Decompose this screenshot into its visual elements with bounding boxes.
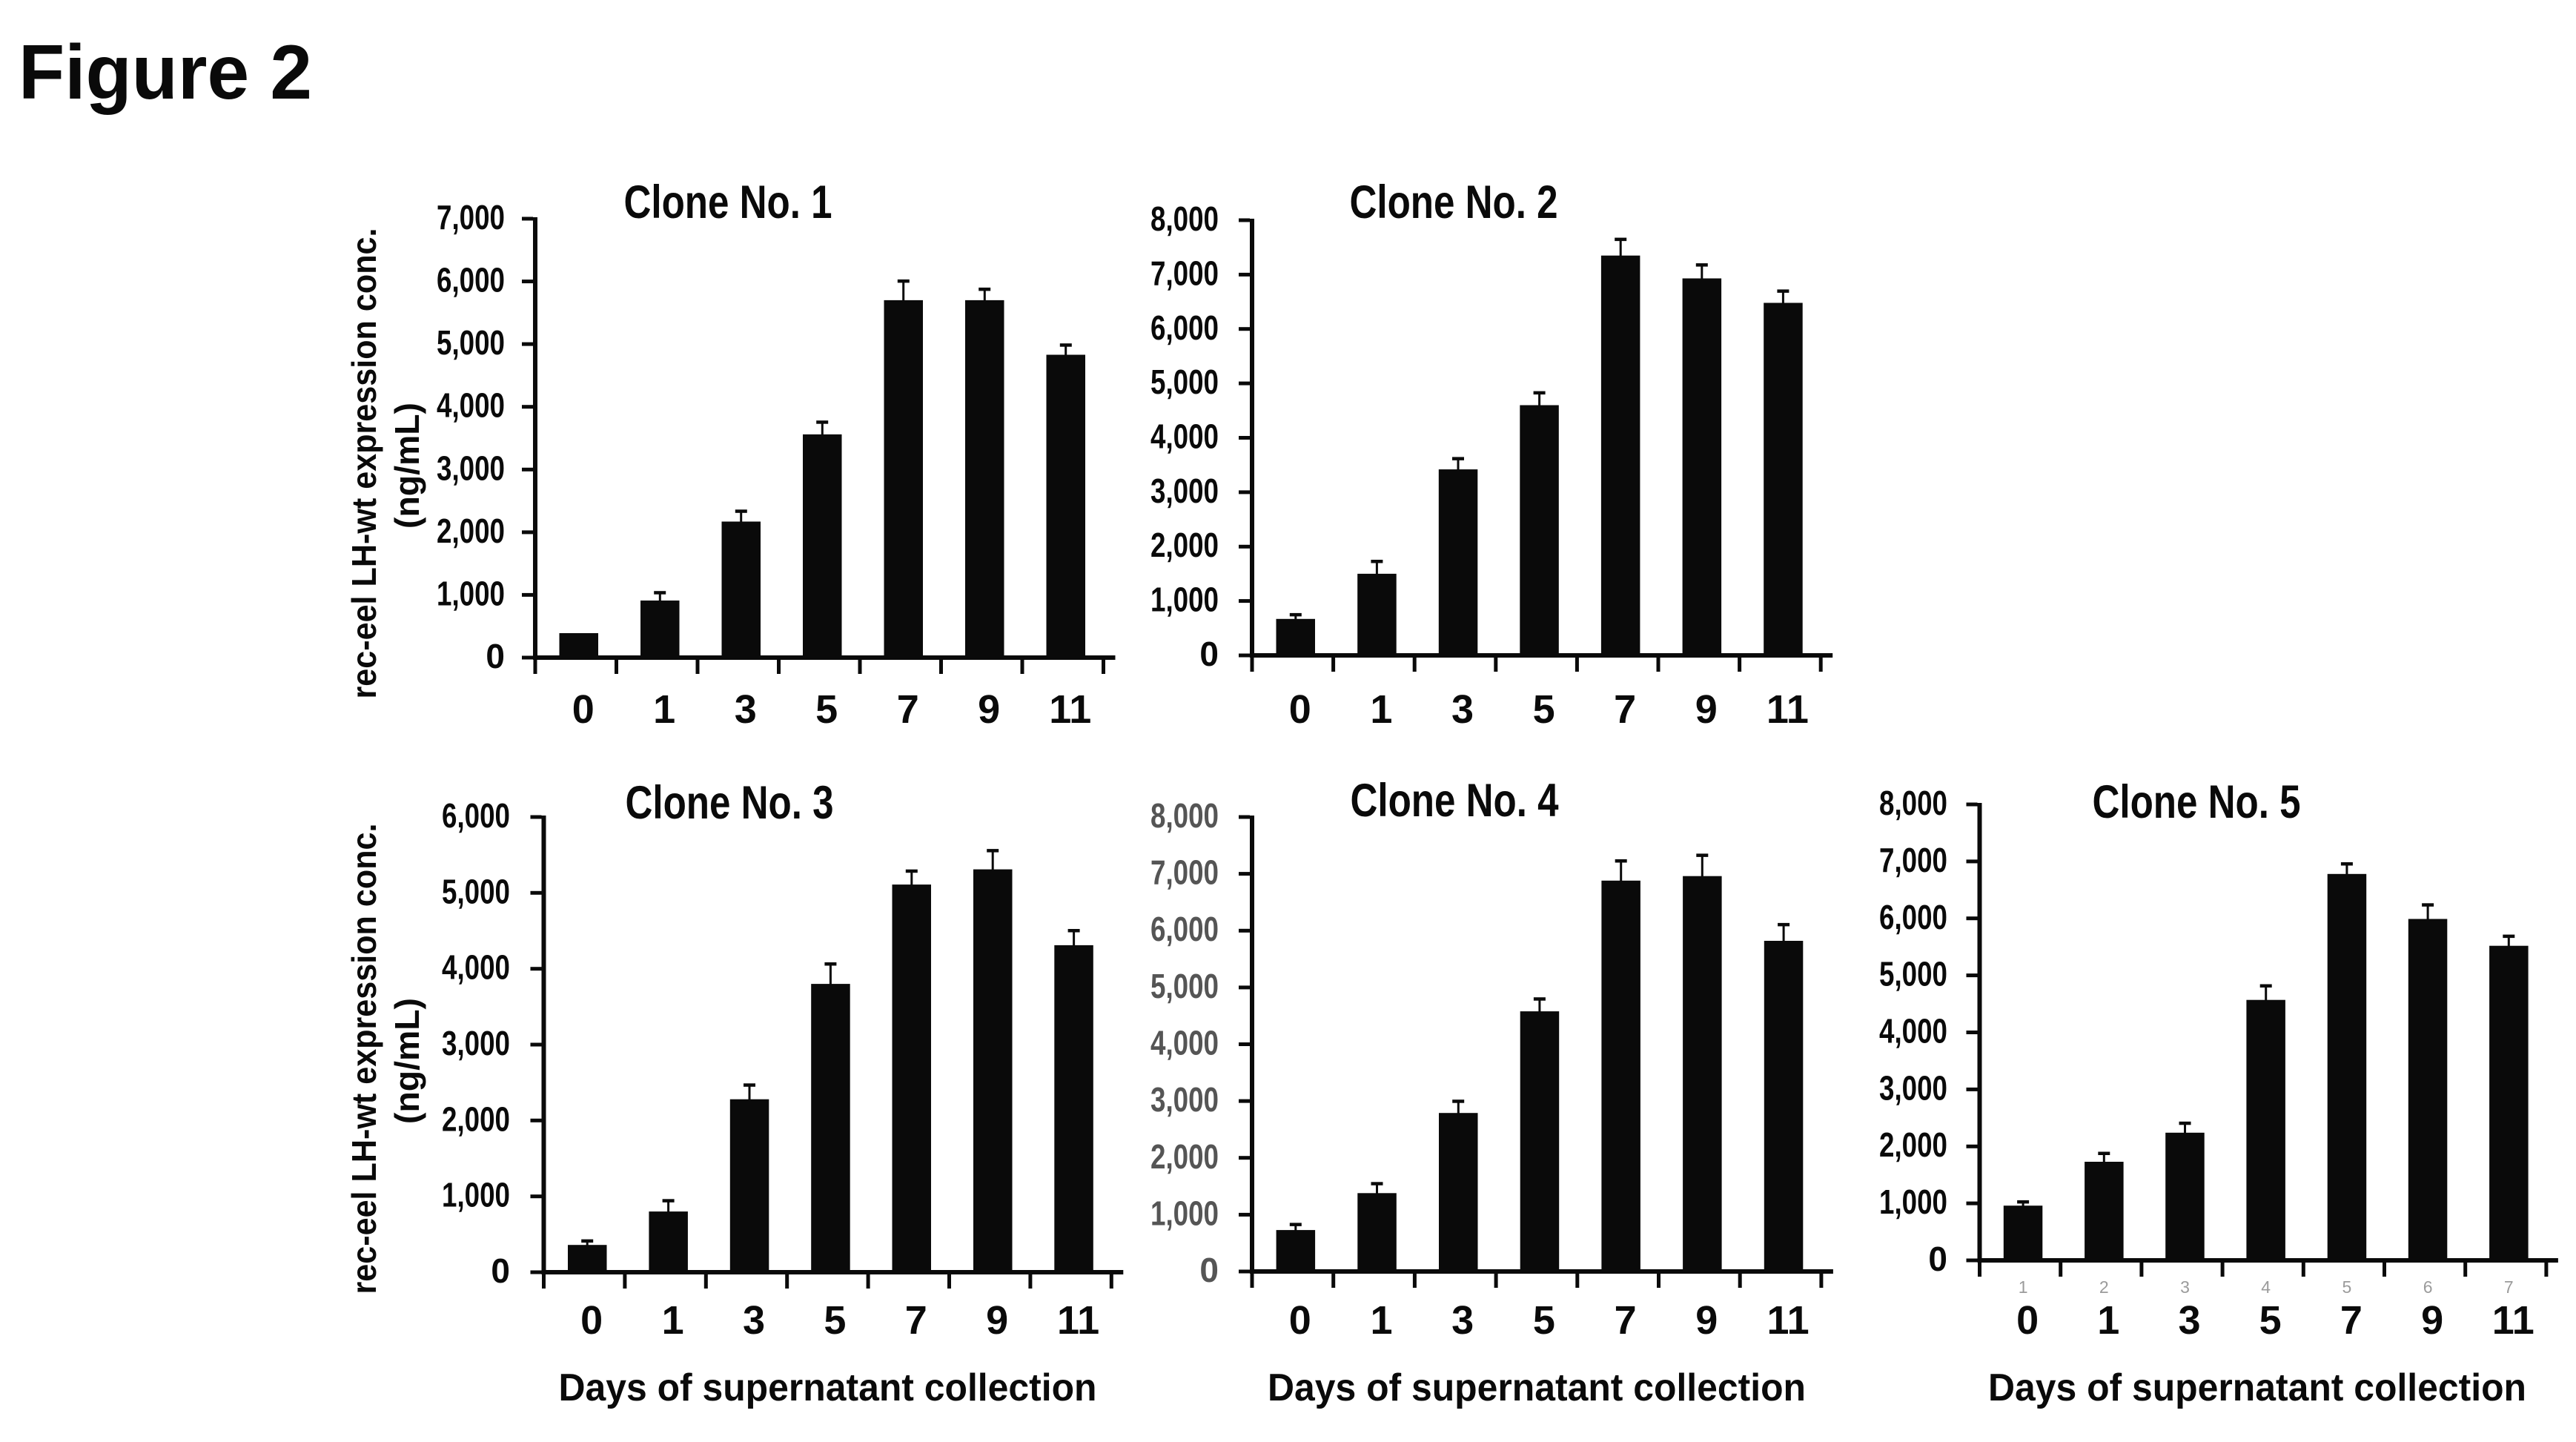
svg-text:0: 0 (1199, 1251, 1219, 1289)
svg-text:7,000: 7,000 (1150, 254, 1219, 292)
svg-text:9: 9 (986, 1298, 1008, 1343)
svg-text:1,000: 1,000 (1150, 581, 1219, 619)
svg-text:Clone No. 3: Clone No. 3 (626, 777, 834, 829)
svg-text:1,000: 1,000 (437, 574, 505, 612)
svg-text:5,000: 5,000 (1150, 363, 1219, 401)
svg-text:3: 3 (1451, 687, 1474, 732)
svg-text:11: 11 (1049, 687, 1091, 732)
svg-text:3: 3 (2180, 1277, 2190, 1297)
svg-text:2,000: 2,000 (1879, 1125, 1947, 1164)
svg-text:6,000: 6,000 (1150, 308, 1219, 347)
svg-text:7,000: 7,000 (1150, 853, 1219, 892)
svg-text:1: 1 (2019, 1277, 2028, 1297)
svg-text:1: 1 (662, 1298, 684, 1343)
svg-text:3: 3 (1451, 1298, 1474, 1343)
svg-text:4,000: 4,000 (1150, 1024, 1219, 1062)
svg-text:3: 3 (2178, 1298, 2200, 1343)
svg-text:1,000: 1,000 (1879, 1183, 1947, 1221)
svg-text:Clone No. 5: Clone No. 5 (2093, 776, 2301, 828)
svg-text:7: 7 (897, 687, 919, 732)
svg-text:5: 5 (815, 687, 838, 732)
svg-text:8,000: 8,000 (1150, 796, 1219, 835)
svg-text:0: 0 (1289, 687, 1311, 732)
svg-text:3,000: 3,000 (437, 449, 505, 487)
svg-text:5,000: 5,000 (437, 323, 505, 362)
svg-text:4,000: 4,000 (442, 948, 510, 987)
svg-text:7: 7 (1614, 687, 1636, 732)
svg-text:5,000: 5,000 (1150, 967, 1219, 1005)
svg-text:2,000: 2,000 (1150, 1137, 1219, 1176)
svg-text:7: 7 (1615, 1298, 1637, 1343)
svg-text:0: 0 (1199, 635, 1219, 673)
svg-text:9: 9 (2421, 1298, 2443, 1343)
svg-text:7: 7 (905, 1298, 927, 1343)
svg-text:3,000: 3,000 (1150, 472, 1219, 510)
svg-text:11: 11 (1057, 1298, 1099, 1343)
svg-text:2,000: 2,000 (442, 1099, 510, 1138)
svg-text:3,000: 3,000 (442, 1024, 510, 1062)
svg-text:4,000: 4,000 (1879, 1012, 1947, 1051)
svg-text:9: 9 (1695, 687, 1718, 732)
svg-text:8,000: 8,000 (1150, 199, 1219, 238)
svg-text:5,000: 5,000 (442, 872, 510, 910)
svg-text:(ng/mL): (ng/mL) (388, 998, 426, 1124)
svg-text:6,000: 6,000 (437, 261, 505, 300)
svg-text:5: 5 (2342, 1277, 2352, 1297)
svg-text:11: 11 (1767, 687, 1809, 732)
svg-text:Clone No. 2: Clone No. 2 (1350, 176, 1558, 228)
svg-text:7: 7 (2340, 1298, 2363, 1343)
svg-text:9: 9 (978, 687, 1000, 732)
svg-text:4,000: 4,000 (437, 386, 505, 425)
svg-text:Clone No. 1: Clone No. 1 (624, 176, 832, 228)
svg-text:3: 3 (743, 1298, 765, 1343)
svg-text:2,000: 2,000 (1150, 526, 1219, 564)
svg-text:9: 9 (1695, 1298, 1718, 1343)
svg-text:0: 0 (1289, 1298, 1311, 1343)
svg-text:0: 0 (580, 1298, 603, 1343)
svg-text:1: 1 (1370, 1298, 1392, 1343)
svg-text:1: 1 (653, 687, 675, 732)
svg-text:Clone No. 4: Clone No. 4 (1351, 775, 1559, 827)
svg-text:rec-eel LH-wt expression conc.: rec-eel LH-wt expression conc. (345, 228, 383, 699)
svg-text:7,000: 7,000 (437, 198, 505, 237)
svg-text:3,000: 3,000 (1879, 1068, 1947, 1107)
svg-text:Days of supernatant collection: Days of supernatant collection (1268, 1366, 1806, 1409)
svg-text:1: 1 (2097, 1298, 2119, 1343)
svg-text:rec-eel LH-wt expression conc.: rec-eel LH-wt expression conc. (345, 824, 383, 1294)
svg-text:0: 0 (2016, 1298, 2039, 1343)
svg-text:5: 5 (2259, 1298, 2282, 1343)
svg-text:Figure 2: Figure 2 (19, 30, 312, 116)
svg-text:8,000: 8,000 (1879, 784, 1947, 822)
svg-text:6: 6 (2423, 1277, 2433, 1297)
svg-text:0: 0 (1928, 1240, 1947, 1278)
svg-text:Days of supernatant collection: Days of supernatant collection (1988, 1366, 2526, 1409)
svg-text:1,000: 1,000 (442, 1176, 510, 1214)
svg-text:6,000: 6,000 (1150, 910, 1219, 948)
svg-text:5: 5 (824, 1298, 846, 1343)
svg-text:3: 3 (735, 687, 757, 732)
svg-text:1: 1 (1370, 687, 1392, 732)
svg-text:4,000: 4,000 (1150, 417, 1219, 456)
svg-text:2,000: 2,000 (437, 512, 505, 550)
svg-text:7: 7 (2504, 1277, 2514, 1297)
svg-text:0: 0 (486, 637, 505, 675)
svg-text:Days of supernatant collection: Days of supernatant collection (559, 1366, 1097, 1409)
svg-text:11: 11 (1767, 1298, 1810, 1343)
svg-text:0: 0 (491, 1251, 510, 1290)
svg-text:(ng/mL): (ng/mL) (388, 403, 426, 529)
svg-text:5: 5 (1533, 1298, 1555, 1343)
svg-text:5,000: 5,000 (1879, 955, 1947, 993)
svg-text:1,000: 1,000 (1150, 1194, 1219, 1232)
svg-text:7,000: 7,000 (1879, 841, 1947, 879)
svg-text:6,000: 6,000 (1879, 898, 1947, 936)
svg-text:6,000: 6,000 (442, 796, 510, 835)
svg-text:11: 11 (2492, 1298, 2534, 1343)
svg-text:0: 0 (572, 687, 595, 732)
svg-text:3,000: 3,000 (1150, 1080, 1219, 1119)
svg-text:4: 4 (2261, 1277, 2271, 1297)
svg-text:2: 2 (2099, 1277, 2109, 1297)
svg-text:5: 5 (1533, 687, 1555, 732)
